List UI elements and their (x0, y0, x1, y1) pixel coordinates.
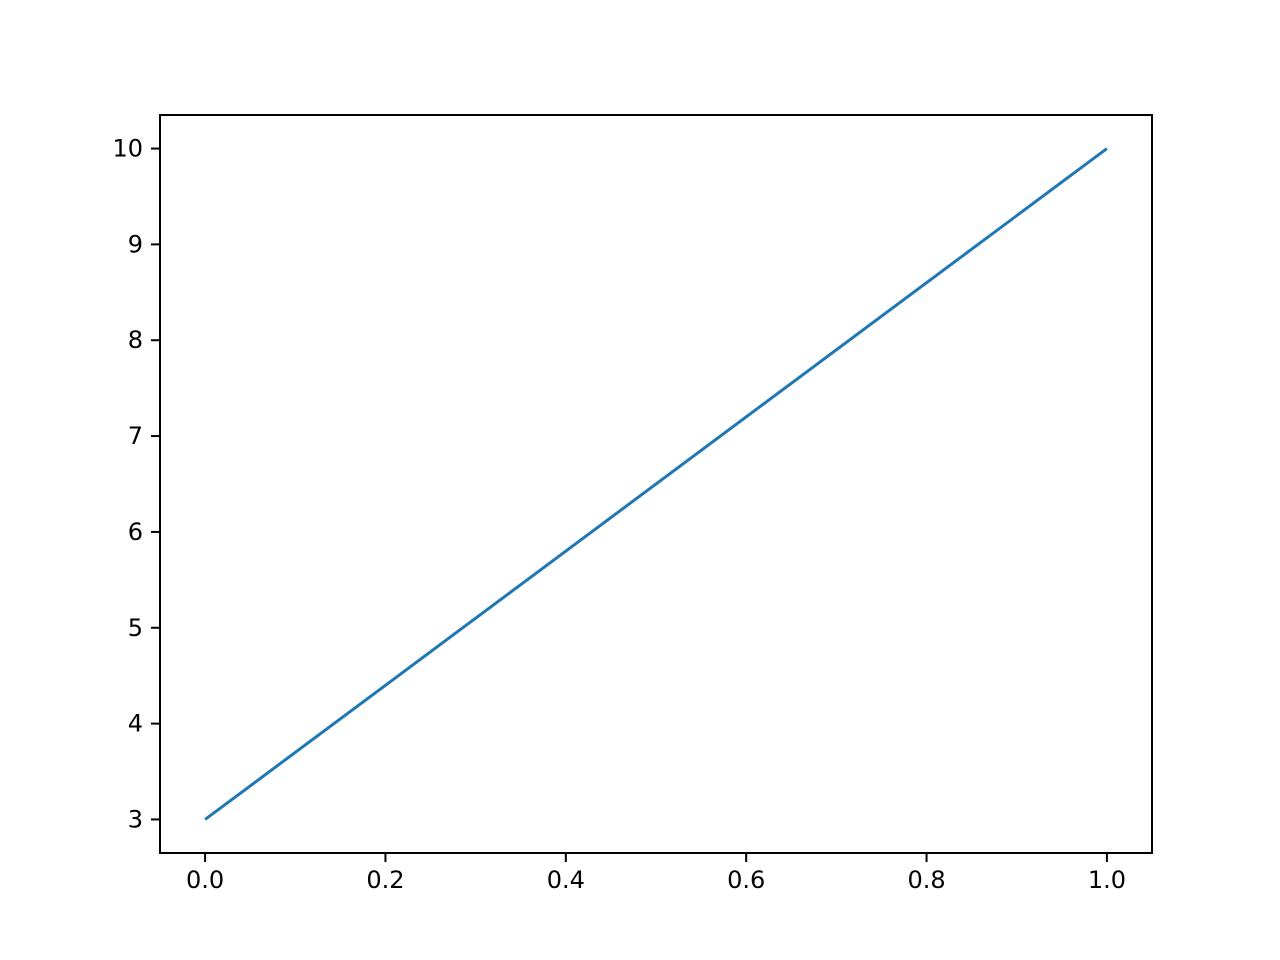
y-tick-label: 4 (128, 710, 143, 738)
x-tick-label: 1.0 (1088, 866, 1126, 894)
y-tick-label: 6 (128, 518, 143, 546)
y-tick-label: 7 (128, 422, 143, 450)
y-tick-label: 3 (128, 805, 143, 833)
x-tick-label: 0.8 (907, 866, 945, 894)
y-tick-label: 9 (128, 230, 143, 258)
axes-frame (159, 114, 1153, 854)
x-tick-label: 0.4 (547, 866, 585, 894)
y-tick-label: 5 (128, 614, 143, 642)
y-tick-label: 8 (128, 326, 143, 354)
x-tick-label: 0.0 (186, 866, 224, 894)
data-line-series-1 (204, 147, 1108, 821)
x-tick-label: 0.6 (727, 866, 765, 894)
y-tick-label: 10 (112, 135, 143, 163)
x-tick-label: 0.2 (366, 866, 404, 894)
